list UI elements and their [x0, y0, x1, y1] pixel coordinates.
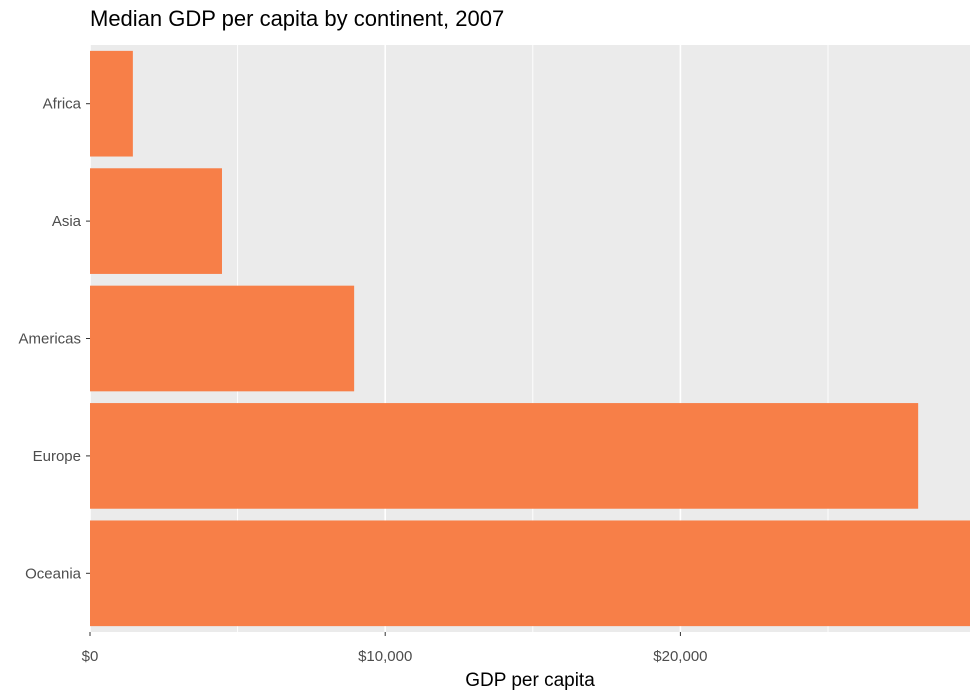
bar-asia	[90, 168, 222, 274]
y-tick-label: Africa	[43, 96, 82, 113]
x-tick-label: $10,000	[358, 648, 412, 665]
bar-americas	[90, 285, 355, 392]
y-tick-label: Americas	[18, 331, 81, 348]
chart-title: Median GDP per capita by continent, 2007	[90, 6, 505, 31]
x-axis-title: GDP per capita	[465, 670, 595, 691]
bar-europe	[90, 403, 919, 509]
bar-oceania	[90, 520, 970, 627]
bar-africa	[90, 50, 133, 157]
bars	[90, 50, 970, 627]
x-tick-label: $20,000	[653, 648, 707, 665]
y-tick-label: Oceania	[25, 565, 82, 582]
y-axis: Africa Asia Americas Europe Oceania	[18, 96, 90, 582]
x-axis: $0 $10,000 $20,000	[82, 632, 708, 665]
y-tick-label: Asia	[52, 213, 82, 230]
y-tick-label: Europe	[33, 448, 81, 465]
x-tick-label: $0	[82, 648, 99, 665]
